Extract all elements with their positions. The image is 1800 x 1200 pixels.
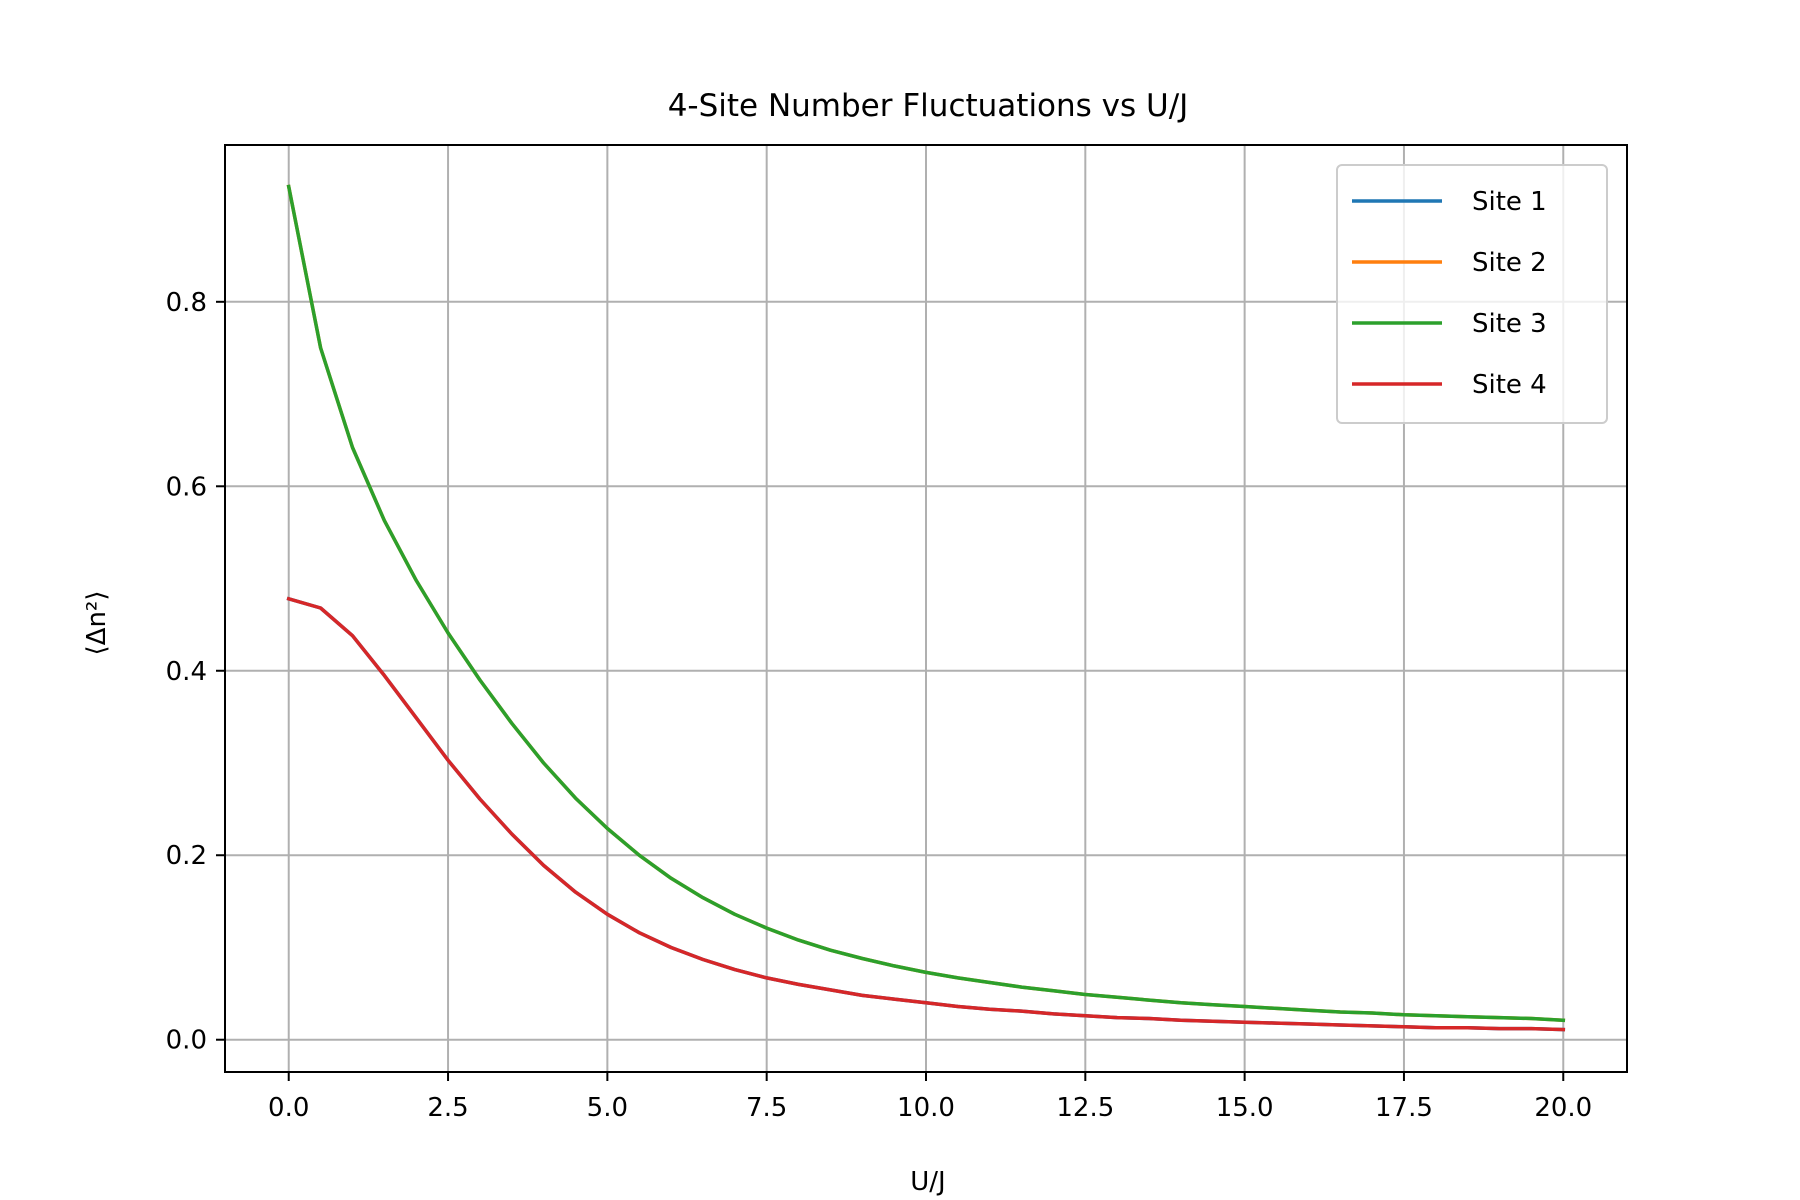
y-tick-label: 0.2 — [166, 841, 207, 871]
legend: Site 1 Site 2 Site 3 Site 4 — [1336, 164, 1608, 424]
x-tick-label: 20.0 — [1534, 1093, 1592, 1123]
series-line-site-3 — [286, 184, 1566, 1023]
legend-label: Site 1 — [1472, 187, 1547, 217]
y-tick-label: 0.4 — [166, 657, 207, 687]
y-tick-label: 0.8 — [166, 288, 207, 318]
x-tick-label: 10.0 — [897, 1093, 955, 1123]
y-tick-label: 0.6 — [166, 472, 207, 502]
x-tick-label: 5.0 — [587, 1093, 628, 1123]
legend-box — [1336, 164, 1608, 424]
series-lines — [286, 184, 1566, 1032]
x-tick-label: 12.5 — [1056, 1093, 1114, 1123]
series-line-site-4 — [286, 596, 1566, 1032]
legend-label: Site 3 — [1472, 309, 1547, 339]
x-tick-label: 2.5 — [427, 1093, 468, 1123]
y-tick-label: 0.0 — [166, 1026, 207, 1056]
x-tick-label: 17.5 — [1375, 1093, 1433, 1123]
x-tick-label: 15.0 — [1216, 1093, 1274, 1123]
y-axis-label: ⟨Δn²⟩ — [82, 591, 112, 656]
x-axis-ticks: 0.0 2.5 5.0 7.5 10.0 12.5 15.0 17.5 20.0 — [268, 1072, 1592, 1123]
chart-title: 4-Site Number Fluctuations vs U/J — [668, 88, 1189, 124]
x-tick-label: 0.0 — [268, 1093, 309, 1123]
x-axis-label: U/J — [910, 1167, 945, 1197]
x-tick-label: 7.5 — [746, 1093, 787, 1123]
y-axis-ticks: 0.0 0.2 0.4 0.6 0.8 — [166, 288, 225, 1056]
legend-label: Site 2 — [1472, 248, 1547, 278]
legend-label: Site 4 — [1472, 370, 1547, 400]
